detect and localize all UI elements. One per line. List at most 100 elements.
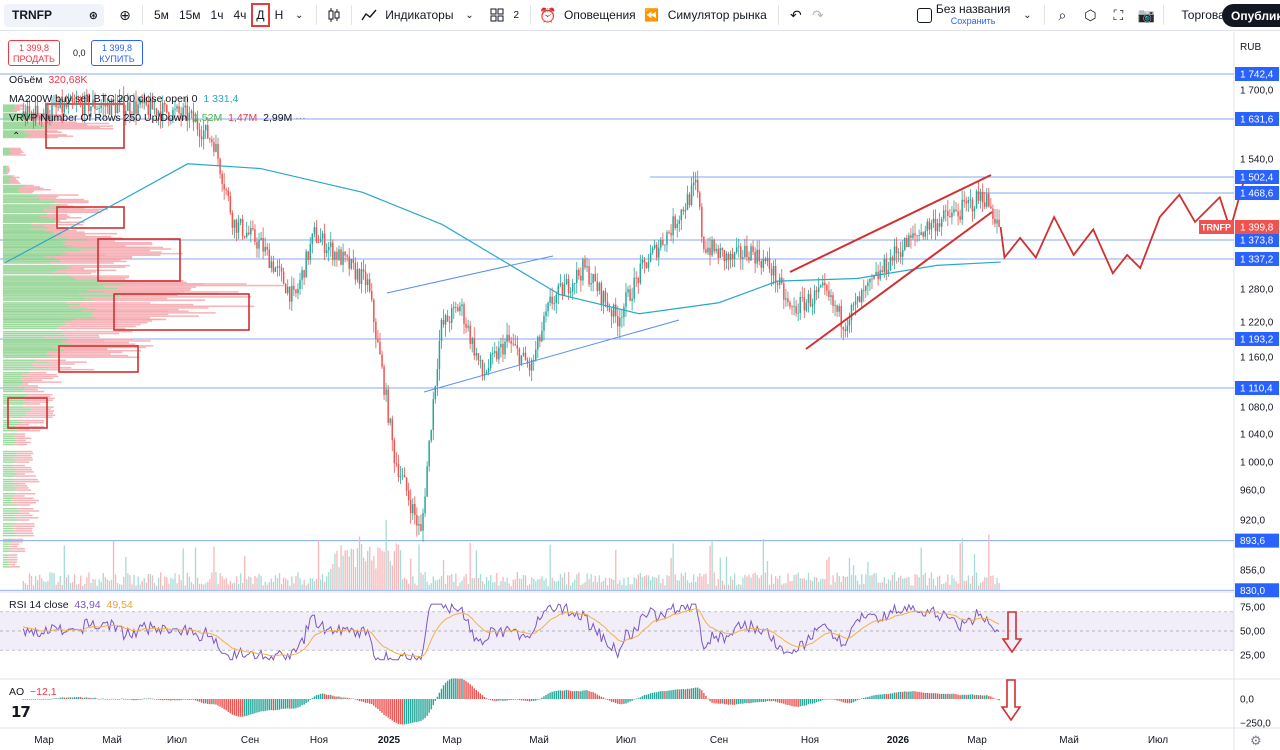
ao-bar [465, 681, 467, 699]
search-icon[interactable]: ⌕ [1058, 6, 1067, 23]
undo-icon[interactable]: ↶ [789, 6, 802, 23]
ao-bar [959, 695, 961, 699]
candles-icon[interactable] [323, 3, 345, 27]
camera-icon[interactable]: 📷 [1137, 6, 1156, 23]
indicators-button[interactable]: Индикаторы [385, 8, 454, 22]
interval-4h[interactable]: 4ч [233, 8, 247, 22]
candle [235, 218, 238, 242]
indicators-icon[interactable] [358, 3, 380, 27]
ao-bar [926, 692, 929, 699]
profile-bar-up [3, 345, 75, 347]
layout-icon[interactable] [486, 3, 508, 27]
settings-icon[interactable]: ⬡ [1084, 6, 1097, 23]
redo-icon[interactable]: ↷ [811, 6, 824, 23]
publish-button[interactable]: Опубликовать [1222, 4, 1280, 27]
candle [727, 251, 730, 271]
volume-bar [967, 575, 970, 590]
interval-week[interactable]: Н [274, 8, 284, 22]
alerts-button[interactable]: Оповещения [564, 8, 636, 22]
layout-count[interactable]: 2 [513, 9, 520, 21]
candle [774, 259, 777, 293]
candle-body [491, 353, 494, 354]
chevron-down-icon[interactable]: ⌄ [465, 9, 474, 21]
interval-1h[interactable]: 1ч [210, 8, 224, 22]
candle [580, 267, 582, 292]
candle-body [319, 238, 322, 243]
volume-bar [149, 574, 152, 590]
time-tick-label: Ноя [310, 735, 328, 746]
buy-button[interactable]: 1 399,8 КУПИТЬ [91, 40, 143, 66]
profile-bar-up [3, 317, 96, 319]
profile-bar-up [3, 385, 19, 387]
alarm-icon[interactable]: ⏰ [539, 6, 557, 23]
replay-button[interactable]: Симулятор рынка [667, 8, 767, 22]
candle-body [756, 249, 758, 264]
legend-ma[interactable]: MA200W buy sell BTC 200 close open 0 1 3… [9, 93, 238, 105]
profile-bar-down [15, 106, 21, 109]
candle-body [385, 389, 387, 395]
volume-bar [186, 572, 188, 590]
volume-bar [606, 585, 609, 590]
candle-body [163, 103, 166, 105]
candle-body [127, 102, 129, 111]
layout-name-button[interactable]: Без названия Сохранить [936, 3, 1011, 27]
collapse-legend-icon[interactable]: ⌃ [12, 131, 21, 142]
candle [770, 263, 773, 287]
ao-bar [612, 699, 615, 703]
gear-icon[interactable]: ⚙ [1250, 733, 1262, 748]
legend-vrvp[interactable]: VRVP Number Of Rows 250 Up/Down 1,52M 1,… [9, 112, 306, 124]
volume-bar [658, 574, 660, 590]
interval-day[interactable]: Д [251, 3, 270, 27]
tradingview-logo[interactable]: 17 [11, 703, 31, 721]
candle-body [957, 211, 959, 217]
volume-bar [418, 544, 420, 590]
legend-rsi[interactable]: RSI 14 close 43,94 49,54 [9, 599, 133, 611]
candle [561, 282, 564, 300]
volume-bar [440, 575, 443, 590]
plus-icon[interactable]: ⊕ [119, 6, 131, 23]
candle [43, 108, 45, 116]
sell-button[interactable]: 1 399,8 ПРОДАТЬ [8, 40, 60, 66]
profile-bar-up [3, 240, 63, 242]
interval-15m[interactable]: 15м [178, 8, 201, 22]
profile-bar-up [3, 104, 16, 106]
ao-bar [194, 699, 197, 701]
candle-body [748, 257, 750, 261]
symbol-search[interactable]: TRNFP ⊛ [4, 3, 104, 27]
volume-bar [602, 580, 605, 590]
candle [647, 253, 650, 272]
profile-bar-up [3, 372, 30, 374]
more-icon[interactable]: ··· [295, 112, 306, 124]
profile-bar-up [3, 207, 61, 209]
profile-bar-up [3, 271, 53, 273]
candle [221, 170, 223, 192]
chevron-down-icon[interactable]: ⌄ [295, 9, 304, 21]
layout-checkbox[interactable] [916, 7, 932, 23]
ao-bar [159, 699, 162, 701]
candle [551, 287, 553, 310]
candle [487, 359, 490, 376]
profile-bar-down [7, 168, 10, 171]
candle [137, 96, 139, 116]
profile-bar-up [3, 117, 35, 120]
replay-icon[interactable]: ⏪ [644, 8, 660, 22]
legend-volume[interactable]: Объём 320,68K [9, 74, 87, 86]
ao-bar [90, 698, 92, 699]
profile-bar-up [3, 287, 118, 290]
fullscreen-icon[interactable]: ⛶ [1113, 6, 1124, 23]
ao-bar [463, 679, 465, 699]
candle [424, 488, 426, 517]
candle-body [186, 105, 189, 121]
ao-bar [278, 699, 281, 710]
ao-bar [34, 699, 37, 700]
volume-bar [391, 565, 393, 590]
profile-bar-up [3, 550, 11, 552]
volume-bar [861, 574, 863, 590]
interval-5m[interactable]: 5м [154, 8, 169, 22]
volume-bar [887, 579, 890, 590]
legend-ao[interactable]: AO −12,1 [9, 686, 57, 698]
chevron-down-icon[interactable]: ⌄ [1023, 9, 1032, 21]
candle-body [432, 399, 435, 431]
compare-icon[interactable]: ⊛ [88, 9, 98, 22]
